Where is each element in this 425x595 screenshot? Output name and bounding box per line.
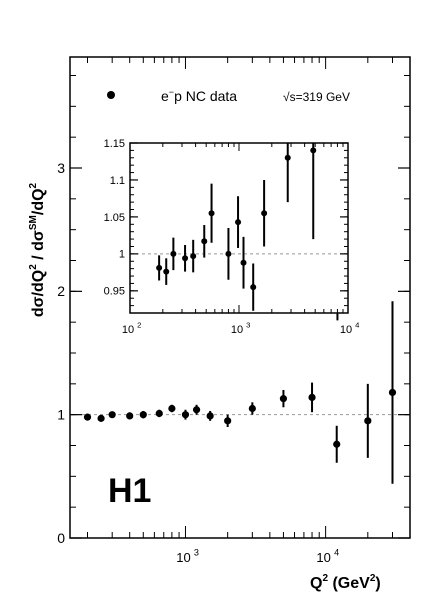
- inset-y-tick-label: 1.1: [110, 175, 125, 187]
- x-axis-label-rest: (GeV: [328, 575, 370, 592]
- legend-label-prefix: e: [161, 88, 169, 104]
- x-axis-label-base: Q: [310, 575, 322, 592]
- experiment-label: H1: [108, 472, 151, 510]
- main-x-tick-exponent: 4: [334, 548, 339, 558]
- legend-label: e−p NC data: [161, 87, 237, 104]
- y-axis-label-num-sup: 2: [28, 264, 39, 270]
- inset-x-tick-exponent: 4: [355, 321, 360, 330]
- inset-y-tick-label: 0.95: [104, 286, 125, 298]
- inset-x-tick-exponent: 3: [246, 321, 250, 330]
- main-data-point: [155, 409, 163, 418]
- inset-data-point: [310, 147, 317, 154]
- y-axis-label-den: /dQ: [30, 188, 47, 215]
- main-y-tick-label: 0: [57, 530, 65, 546]
- inset-y-tick-label: 1.05: [104, 212, 125, 224]
- inset-x-tick-label: 10: [340, 324, 352, 336]
- main-data-point: [308, 393, 316, 401]
- main-data-point: [83, 413, 92, 421]
- main-data-point: [168, 404, 176, 413]
- main-y-tick-label: 1: [57, 407, 65, 423]
- main-data-point: [126, 412, 134, 420]
- inset-data-point: [261, 210, 268, 217]
- y-axis-label-sm: SM: [28, 215, 39, 230]
- x-axis-label-sup2: 2: [370, 573, 376, 584]
- main-data-point: [364, 417, 372, 425]
- inset-data-point: [170, 250, 177, 257]
- inset-y-tick-label: 1: [119, 249, 125, 261]
- main-data-point: [181, 411, 190, 419]
- legend-energy: √s=319 GeV: [283, 90, 350, 104]
- inset-data-point: [156, 264, 163, 271]
- y-axis-label: dσ/dQ2 / dσSM/dQ2: [28, 182, 47, 317]
- x-axis-label-sup: 2: [322, 573, 328, 584]
- inset-data-point: [190, 253, 197, 260]
- inset-x-axis: 10 2 10 3 10 4: [122, 143, 360, 336]
- main-data-points: [83, 301, 397, 484]
- main-x-tick-label: 10: [176, 550, 190, 565]
- inset-data-point: [225, 250, 232, 257]
- legend-label-rest: p NC data: [174, 88, 237, 104]
- legend: e−p NC data √s=319 GeV: [107, 87, 350, 104]
- y-axis-label-num: dσ/dQ: [30, 270, 47, 317]
- inset-data-points: [156, 143, 339, 321]
- main-data-point: [97, 414, 105, 422]
- inset-x-tick-label: 10: [231, 324, 243, 336]
- inset-data-point: [240, 259, 247, 266]
- main-y-tick-label: 3: [57, 160, 65, 176]
- inset-x-tick-exponent: 2: [137, 321, 141, 330]
- main-x-axis: 10 3 10 4: [87, 57, 411, 565]
- main-x-tick-label: 10: [316, 550, 330, 565]
- main-plot-frame: [69, 56, 411, 539]
- y-axis-label-sep: / dσ: [30, 230, 47, 264]
- legend-label-sup: −: [169, 87, 174, 97]
- main-data-point: [333, 440, 341, 448]
- inset-y-tick-label: 1.15: [104, 138, 125, 150]
- main-y-tick-label: 2: [57, 283, 65, 299]
- main-data-point: [279, 395, 288, 403]
- inset-data-point: [163, 268, 170, 275]
- main-data-point: [139, 411, 147, 419]
- inset-data-point: [284, 154, 291, 161]
- inset-data-point: [250, 284, 257, 291]
- legend-marker: [107, 91, 115, 99]
- main-data-point: [108, 411, 116, 419]
- x-axis-label: Q2 (GeV2): [310, 573, 381, 592]
- main-data-point: [206, 412, 214, 420]
- inset-y-axis: 0.95 1 1.05 1.1 1.15: [104, 138, 348, 314]
- main-data-point: [388, 388, 397, 397]
- main-x-tick-exponent: 3: [194, 548, 199, 558]
- main-data-point: [248, 404, 256, 413]
- inset-data-point: [235, 219, 242, 226]
- x-axis-label-close: ): [375, 575, 380, 592]
- inset-data-point: [208, 210, 215, 217]
- inset-data-point: [201, 238, 208, 245]
- main-data-point: [224, 417, 232, 425]
- y-axis-label-den-sup: 2: [28, 182, 39, 188]
- inset-data-point: [182, 255, 189, 262]
- inset-x-tick-label: 10: [122, 324, 134, 336]
- main-y-axis: 0 1 2 3: [57, 75, 410, 546]
- main-data-point: [192, 406, 201, 414]
